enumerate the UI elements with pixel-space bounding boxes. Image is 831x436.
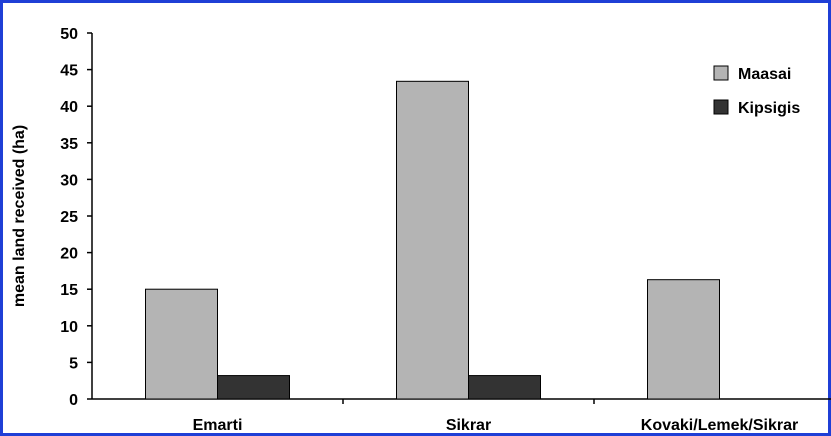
x-category-label: Kovaki/Lemek/Sikrar bbox=[641, 417, 798, 434]
x-category-label: Sikrar bbox=[446, 417, 491, 434]
legend-label-kipsigis: Kipsigis bbox=[738, 100, 800, 117]
y-tick-label: 0 bbox=[69, 392, 78, 409]
bar-maasai-sikrar bbox=[396, 80, 469, 400]
y-tick-label: 50 bbox=[60, 26, 78, 43]
plot-area: 0 5 10 15 20 25 30 35 40 45 50 Emarti Sikrar Kovaki/L… bbox=[60, 26, 831, 434]
legend-swatch-maasai bbox=[713, 65, 729, 81]
y-tick-label: 5 bbox=[69, 355, 78, 372]
y-tick-label: 45 bbox=[60, 63, 78, 80]
bar-maasai-kovaki-lemek-sikrar bbox=[647, 279, 720, 400]
y-tick-label: 20 bbox=[60, 246, 78, 263]
legend-label-maasai: Maasai bbox=[738, 66, 791, 83]
y-tick-label: 40 bbox=[60, 99, 78, 116]
x-category-label: Emarti bbox=[193, 417, 243, 434]
y-axis-title: mean land received (ha) bbox=[11, 125, 28, 307]
legend-swatch-kipsigis bbox=[713, 99, 729, 115]
legend: Maasai Kipsigis bbox=[713, 65, 800, 117]
y-tick-label: 30 bbox=[60, 172, 78, 189]
y-tick-label: 15 bbox=[60, 282, 78, 299]
y-tick-label: 25 bbox=[60, 209, 78, 226]
bar-maasai-emarti bbox=[145, 288, 218, 400]
y-tick-label: 10 bbox=[60, 319, 78, 336]
bar-kipsigis-emarti bbox=[217, 375, 290, 400]
y-tick-label: 35 bbox=[60, 136, 78, 153]
bar-kipsigis-sikrar bbox=[468, 375, 541, 400]
